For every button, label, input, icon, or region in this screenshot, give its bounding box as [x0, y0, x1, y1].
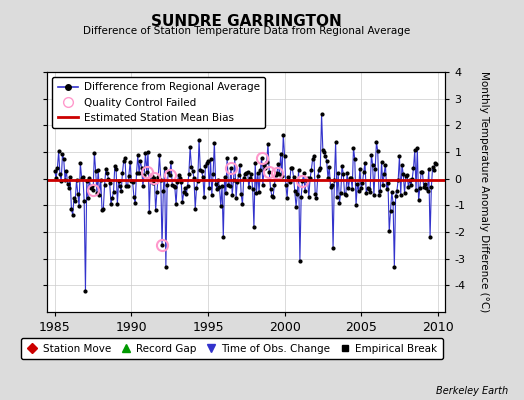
Y-axis label: Monthly Temperature Anomaly Difference (°C): Monthly Temperature Anomaly Difference (…: [479, 71, 489, 313]
Legend: Difference from Regional Average, Quality Control Failed, Estimated Station Mean: Difference from Regional Average, Qualit…: [52, 77, 265, 128]
Text: SUNDRE GARRINGTON: SUNDRE GARRINGTON: [151, 14, 342, 29]
Legend: Station Move, Record Gap, Time of Obs. Change, Empirical Break: Station Move, Record Gap, Time of Obs. C…: [21, 338, 443, 359]
Text: Difference of Station Temperature Data from Regional Average: Difference of Station Temperature Data f…: [83, 26, 410, 36]
Text: Berkeley Earth: Berkeley Earth: [436, 386, 508, 396]
